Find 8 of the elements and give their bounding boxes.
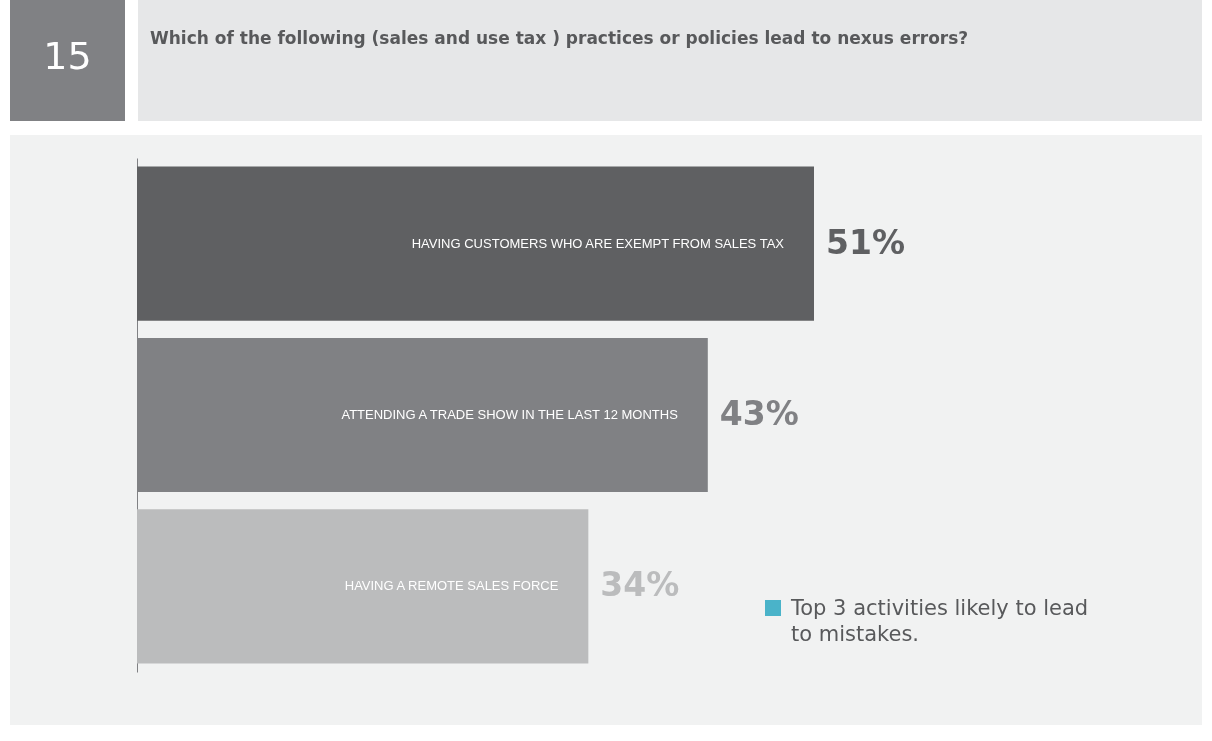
annotation: Top 3 activities likely to lead to mistakes.	[791, 596, 1089, 647]
text: 15	[10, 0, 125, 121]
y-tick-label: ATTENDING A TRADE SHOW IN THE LAST 12 MONTHS	[341, 407, 679, 422]
y-tick-label: HAVING CUSTOMERS WHO ARE EXEMPT FROM SALES TAX	[411, 235, 785, 251]
y-tick-label: HAVING A REMOTE SALES FORCE	[344, 578, 559, 594]
chart-title: Which of the following (sales and use tax ) practices or policies lead to nexus errors?	[150, 28, 969, 48]
data-label: 43%	[719, 394, 799, 433]
data-label: 51%	[826, 222, 905, 262]
